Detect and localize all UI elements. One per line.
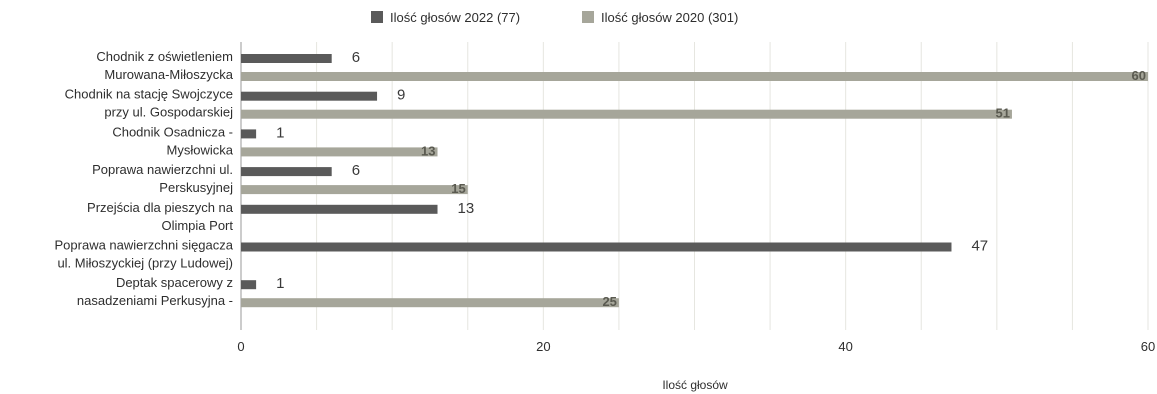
legend-swatch-2022	[371, 11, 383, 23]
data-label: 47	[971, 238, 988, 255]
bar-2020	[241, 72, 1148, 81]
category-label: nasadzeniami Perkusyjna -	[77, 293, 233, 308]
bar-2020	[241, 147, 438, 157]
data-label: 6	[352, 162, 360, 179]
category-label: Deptak spacerowy z	[116, 275, 233, 290]
data-label: 9	[397, 87, 405, 104]
bar-2022	[241, 280, 257, 290]
data-label: 60	[1132, 68, 1146, 83]
bar-2022	[241, 204, 438, 214]
x-tick-label: 20	[536, 339, 550, 354]
data-label: 13	[458, 200, 475, 217]
bar-2020	[241, 109, 1012, 119]
category-label: Poprawa nawierzchni ul.	[92, 162, 233, 177]
x-tick-label: 40	[838, 339, 852, 354]
bar-2020	[241, 298, 619, 308]
data-label: 15	[451, 181, 465, 196]
category-label: Mysłowicka	[167, 142, 234, 157]
bar-2022	[241, 91, 378, 101]
category-label: Murowana-Miłoszycka	[104, 67, 233, 82]
legend: Ilość głosów 2022 (77) Ilość głosów 2020…	[371, 10, 738, 25]
bar-2022	[241, 167, 332, 177]
legend-swatch-2020	[582, 11, 594, 23]
category-label: Chodnik Osadnicza -	[112, 124, 233, 139]
bar-2022	[241, 129, 257, 139]
category-label: przy ul. Gospodarskiej	[104, 105, 233, 120]
data-label: 13	[421, 143, 435, 158]
data-label: 51	[995, 106, 1009, 121]
category-label: Chodnik na stację Swojczyce	[65, 87, 233, 102]
legend-label-2020: Ilość głosów 2020 (301)	[601, 10, 738, 25]
bar-2022	[241, 242, 952, 252]
bar-2022	[241, 54, 332, 63]
category-label: Chodnik z oświetleniem	[96, 49, 233, 64]
category-label: Poprawa nawierzchni sięgacza	[55, 238, 234, 253]
legend-label-2022: Ilość głosów 2022 (77)	[390, 10, 520, 25]
data-label: 1	[276, 124, 284, 141]
data-label: 1	[276, 275, 284, 292]
category-label: Perskusyjnej	[159, 180, 233, 195]
data-label: 6	[352, 49, 360, 66]
category-labels: Chodnik z oświetleniem Murowana-Miłoszyck…	[55, 49, 234, 308]
data-label: 25	[602, 294, 616, 309]
x-axis-title: Ilość głosów	[662, 378, 728, 392]
x-tick-label: 60	[1141, 339, 1155, 354]
bar-2020	[241, 185, 468, 195]
x-tick-label: 0	[237, 339, 244, 354]
category-label: Olimpia Port	[161, 218, 233, 233]
x-tick-labels: 0 20 40 60	[237, 339, 1155, 354]
category-label: ul. Miłoszyckiej (przy Ludowej)	[57, 256, 233, 271]
category-label: Przejścia dla pieszych na	[87, 200, 234, 215]
bars: 6 60 9 51 1 13 6 15 13 47 1 25	[241, 49, 1148, 309]
